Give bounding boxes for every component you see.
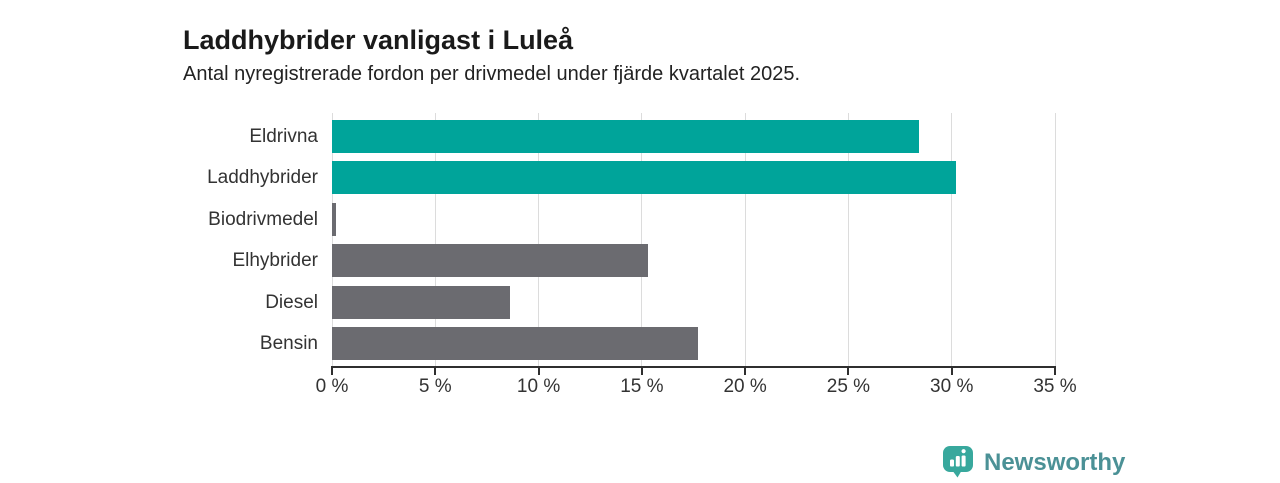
x-axis-tick-15 — [640, 368, 643, 375]
bar-biodrivmedel — [332, 203, 337, 236]
gridline-5 — [434, 113, 436, 366]
x-axis-tick-label-30: 30 % — [930, 376, 974, 397]
x-axis-tick-label-15: 15 % — [620, 376, 664, 397]
bar-eldrivna — [332, 120, 919, 153]
plot-area — [331, 113, 1056, 366]
gridline-20 — [744, 113, 746, 366]
category-label-diesel: Diesel — [265, 292, 318, 313]
chart-title: Laddhybrider vanligast i Luleå — [183, 25, 574, 56]
gridline-15 — [641, 113, 643, 366]
x-axis-tick-label-10: 10 % — [516, 376, 561, 397]
x-axis-tick-label-0: 0 % — [315, 376, 349, 397]
gridline-0 — [331, 113, 333, 366]
bar-elhybrider — [332, 244, 649, 277]
category-label-elhybrider: Elhybrider — [232, 250, 318, 271]
x-axis-tick-label-20: 20 % — [723, 376, 767, 397]
bar-bensin — [332, 327, 698, 360]
x-axis-tick-10 — [537, 368, 540, 375]
newsworthy-wordmark: Newsworthy — [984, 449, 1126, 476]
x-axis-tick-label-25: 25 % — [826, 376, 871, 397]
gridline-30 — [951, 113, 953, 366]
newsworthy-logo: Newsworthy — [941, 444, 1126, 483]
newsworthy-bar-chart-bubble-icon — [941, 444, 975, 483]
x-axis-tick-25 — [847, 368, 850, 375]
x-axis-tick-5 — [434, 368, 437, 375]
chart-subtitle: Antal nyregistrerade fordon per drivmede… — [183, 63, 801, 85]
gridline-35 — [1054, 113, 1056, 366]
x-axis-tick-30 — [950, 368, 953, 375]
x-axis-tick-label-35: 35 % — [1033, 376, 1077, 397]
gridline-10 — [538, 113, 540, 366]
category-label-bensin: Bensin — [259, 333, 318, 354]
x-axis-tick-0 — [331, 368, 333, 375]
category-label-biodrivmedel: Biodrivmedel — [208, 209, 318, 230]
x-axis-tick-20 — [744, 368, 747, 375]
category-label-eldrivna: Eldrivna — [249, 126, 318, 147]
x-axis-line — [331, 366, 1056, 368]
bar-diesel — [332, 286, 510, 319]
gridline-25 — [847, 113, 849, 366]
bar-chart: Laddhybrider vanligast i Luleå Antal nyr… — [183, 25, 1077, 397]
bar-laddhybrider — [332, 161, 956, 194]
x-axis-tick-label-5: 5 % — [418, 376, 452, 397]
category-label-laddhybrider: Laddhybrider — [207, 167, 318, 188]
x-axis-tick-35 — [1054, 368, 1056, 375]
